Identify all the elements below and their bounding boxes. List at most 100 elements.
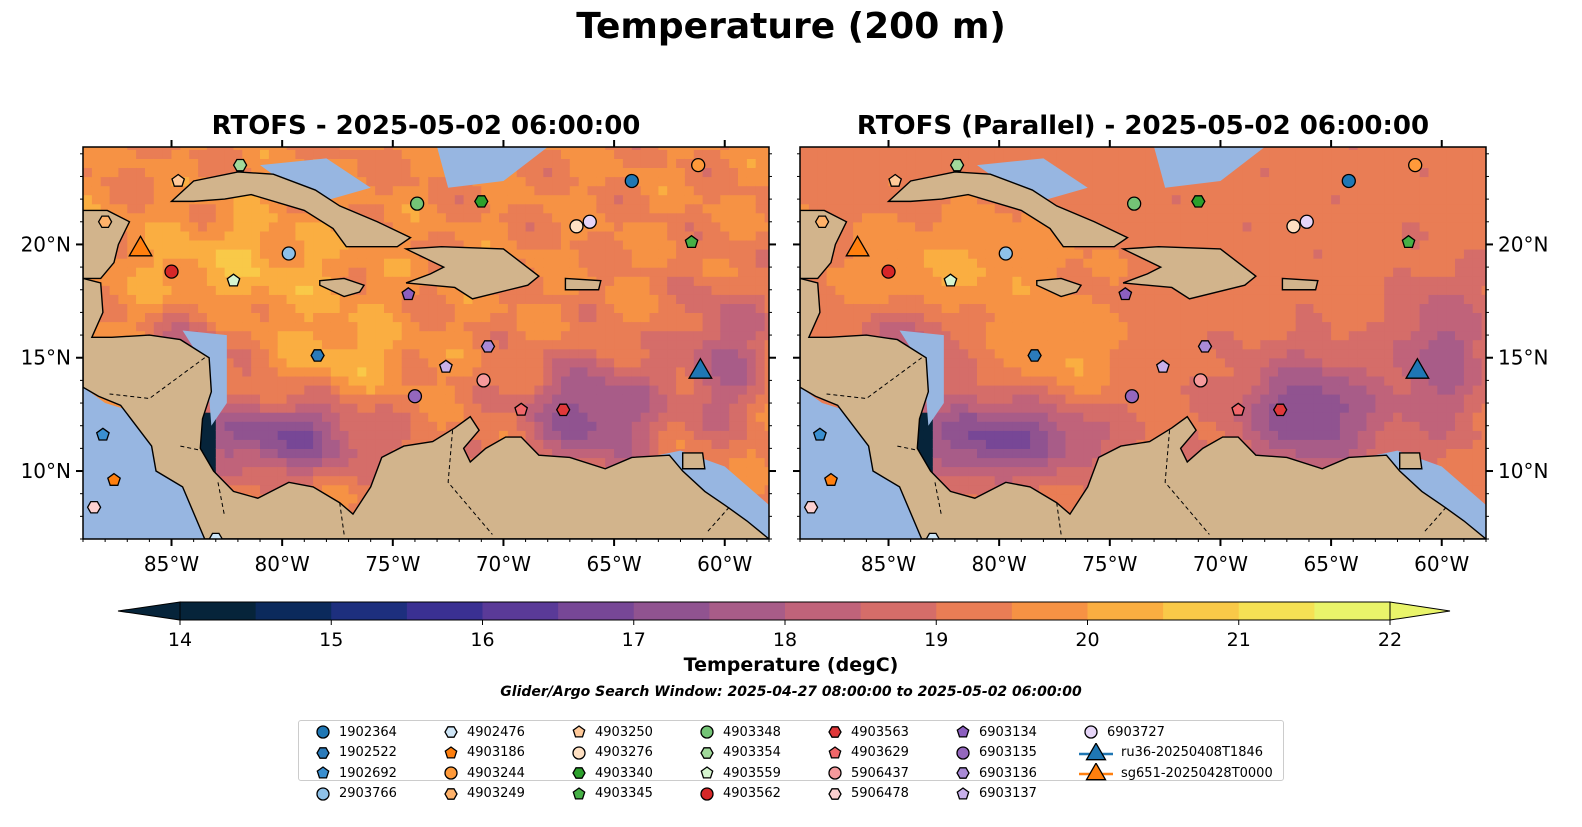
colorbar-bin bbox=[331, 602, 408, 620]
country-border bbox=[706, 506, 730, 533]
panel-title-rtofs-parallel: RTOFS (Parallel) - 2025-05-02 06:00:00 bbox=[856, 111, 1430, 141]
legend-item: 2903766 bbox=[311, 784, 397, 804]
land-central-america bbox=[800, 277, 1486, 539]
colorbar-bin bbox=[785, 602, 862, 620]
country-border bbox=[897, 445, 920, 452]
legend-item: 4903348 bbox=[695, 722, 781, 742]
country-border bbox=[339, 502, 345, 535]
legend-label: 6903134 bbox=[979, 724, 1037, 740]
colorbar-bin bbox=[482, 602, 559, 620]
legend-marker-icon bbox=[316, 746, 330, 759]
float-marker-6903136 bbox=[1197, 340, 1213, 353]
glider-marker-sg651-20250428T0000 bbox=[845, 234, 870, 257]
shallow-water bbox=[437, 147, 548, 188]
float-marker-5906437 bbox=[1193, 373, 1208, 388]
colorbar-bin bbox=[558, 602, 635, 620]
legend-item: 1902364 bbox=[311, 722, 397, 742]
lon-tick-label: 70°W bbox=[1193, 552, 1248, 576]
land-cuba bbox=[169, 171, 412, 248]
float-marker-1902364 bbox=[624, 173, 639, 189]
legend-marker-icon bbox=[956, 725, 970, 738]
colorbar-bin bbox=[1087, 602, 1164, 620]
map-panels: 85°W 80°W 75°W 70°W 65°W 60°W10°N15°N20°N85°W… bbox=[21, 140, 1548, 576]
legend-label: 6903136 bbox=[979, 765, 1037, 781]
legend-marker-icon bbox=[572, 725, 586, 738]
land-yucatan-top bbox=[800, 209, 848, 280]
float-marker-4903562 bbox=[881, 264, 896, 279]
legend: 1902364 1902522 1902692 2903766 4902476 49031… bbox=[298, 720, 1284, 801]
legend-marker-icon bbox=[828, 745, 842, 759]
lon-tick-label: 60°W bbox=[1414, 552, 1469, 576]
float-marker-1902692 bbox=[95, 427, 110, 441]
float-marker-6903137 bbox=[438, 359, 453, 373]
legend-item: 4903249 bbox=[439, 784, 525, 804]
legend-label: 4903276 bbox=[595, 745, 653, 760]
legend-marker-icon bbox=[572, 786, 586, 800]
lat-tick-label: 15°N bbox=[1498, 346, 1548, 370]
colorbar-tick-label: 20 bbox=[1075, 629, 1099, 651]
colorbar-tick-label: 19 bbox=[924, 629, 948, 651]
float-marker-4903250 bbox=[171, 173, 186, 187]
lat-tick-label: 10°N bbox=[21, 459, 71, 483]
country-border bbox=[826, 357, 923, 400]
legend-label: 5906437 bbox=[851, 765, 909, 781]
legend-marker-icon bbox=[444, 787, 458, 800]
legend-marker-icon bbox=[956, 767, 970, 779]
legend-item: 4903563 bbox=[823, 722, 909, 742]
land-trinidad bbox=[681, 452, 706, 470]
float-marker-6903727 bbox=[582, 214, 597, 229]
colorbar-bin bbox=[1314, 602, 1391, 620]
colorbar-tick-label: 16 bbox=[470, 629, 494, 651]
legend-marker-icon bbox=[700, 725, 714, 739]
float-marker-4903276 bbox=[569, 219, 584, 234]
legend-label: 4903354 bbox=[723, 745, 781, 760]
legend-label: 4903348 bbox=[723, 724, 781, 740]
float-marker-6903135 bbox=[407, 389, 423, 404]
float-marker-4903348 bbox=[409, 196, 425, 211]
legend-label: 4903249 bbox=[467, 786, 525, 801]
float-marker-4903244 bbox=[691, 157, 706, 173]
colorbar-bin bbox=[1163, 602, 1240, 620]
colorbar-extend-high bbox=[1389, 601, 1451, 621]
colorbar-tick-label: 17 bbox=[622, 629, 646, 651]
lon-tick-label: 85°W bbox=[861, 552, 916, 576]
float-marker-4903340 bbox=[474, 195, 489, 208]
legend-item: 5906478 bbox=[823, 784, 909, 804]
search-window-text: Glider/Argo Search Window: 2025-04-27 08… bbox=[500, 684, 1082, 700]
legend-marker-icon bbox=[572, 745, 586, 760]
shallow-water bbox=[260, 158, 371, 200]
float-marker-1902522 bbox=[1027, 349, 1042, 362]
legend-marker-icon bbox=[572, 767, 586, 779]
legend-item: 4903559 bbox=[695, 763, 781, 783]
lon-tick-label: 85°W bbox=[144, 552, 199, 576]
lon-tick-label: 80°W bbox=[972, 552, 1027, 576]
legend-marker-icon bbox=[444, 745, 458, 759]
colorbar-extend-low bbox=[117, 601, 181, 621]
land-cuba bbox=[886, 171, 1129, 248]
float-marker-4903563 bbox=[1272, 403, 1288, 417]
legend-marker-icon bbox=[956, 786, 970, 800]
legend-item: ru36-20250408T1846 bbox=[1079, 742, 1263, 763]
float-marker-4903629 bbox=[1231, 402, 1246, 416]
legend-item: 6903135 bbox=[951, 743, 1037, 763]
legend-label: 4903186 bbox=[467, 745, 525, 760]
glider-marker-sg651-20250428T0000 bbox=[128, 234, 153, 257]
float-marker-4903244 bbox=[1408, 157, 1423, 173]
map-frame bbox=[799, 146, 1487, 540]
legend-marker-icon bbox=[316, 725, 330, 739]
lat-tick-label: 15°N bbox=[21, 346, 71, 370]
map-panel-rtofs-parallel: 85°W 80°W 75°W 70°W 65°W 60°W 10°N 15°N 20°N bbox=[793, 140, 1548, 576]
legend-item: 6903134 bbox=[951, 722, 1037, 742]
float-marker-6903727 bbox=[1299, 214, 1314, 229]
legend-marker-icon bbox=[828, 787, 842, 800]
legend-item: 4903345 bbox=[567, 784, 653, 804]
colorbar-bin bbox=[633, 602, 710, 620]
float-marker-4903345 bbox=[684, 234, 699, 249]
figure-title: Temperature (200 m) bbox=[576, 6, 1006, 47]
colorbar-tick-label: 14 bbox=[168, 629, 192, 651]
colorbar-bin bbox=[709, 602, 786, 620]
float-marker-4903249 bbox=[814, 215, 830, 229]
legend-marker-icon bbox=[828, 766, 842, 780]
float-marker-2903766 bbox=[281, 246, 296, 261]
land-hispaniola bbox=[403, 245, 540, 300]
